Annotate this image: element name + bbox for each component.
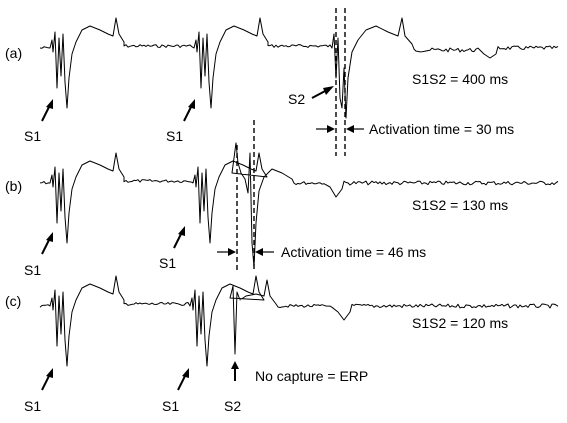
s1-label-a2: S1	[166, 128, 183, 144]
s1-label-b2: S1	[159, 255, 176, 271]
s1-arrowhead-c2	[182, 368, 189, 378]
activation-arrowhead-b-right	[255, 248, 263, 256]
trace-b	[39, 142, 559, 268]
activation-label-b: Activation time = 46 ms	[281, 244, 426, 260]
activation-arrowhead-b-left	[228, 248, 236, 256]
s1-arrowhead-b2	[178, 226, 185, 236]
s2-arrowhead-a	[323, 86, 334, 95]
s2-label-c: S2	[224, 398, 241, 414]
trace-c	[39, 275, 559, 367]
s2-label-a: S2	[288, 91, 305, 107]
panel-a: (a) S1S2 = 400 ms S1 S1 S2 Activation ti…	[5, 8, 559, 156]
s1-arrowhead-c1	[46, 368, 53, 378]
s1-label-b1: S1	[24, 262, 41, 278]
s1-label-a1: S1	[24, 128, 41, 144]
activation-arrowhead-a-left	[327, 125, 335, 133]
s1-arrowhead-a2	[188, 99, 195, 109]
panel-c: (c) S1S2 = 120 ms S1 S1 S2 No capture = …	[5, 275, 559, 414]
trace-a	[39, 17, 559, 119]
no-capture-label: No capture = ERP	[255, 368, 368, 384]
s1-label-c1: S1	[24, 398, 41, 414]
panel-label-a: (a)	[5, 45, 22, 61]
s1-label-c2: S1	[162, 398, 179, 414]
panel-label-b: (b)	[5, 178, 22, 194]
protocol-label-c: S1S2 = 120 ms	[412, 315, 508, 331]
protocol-label-a: S1S2 = 400 ms	[412, 71, 508, 87]
s1-arrowhead-a1	[46, 99, 53, 109]
panel-label-c: (c)	[5, 293, 21, 309]
panel-b: (b) S1S2 = 130 ms S1 S1 Activation time …	[5, 120, 559, 278]
activation-arrowhead-a-right	[346, 125, 354, 133]
s1-arrowhead-b1	[46, 232, 53, 242]
s2-arrowhead-c	[231, 361, 239, 369]
protocol-label-b: S1S2 = 130 ms	[412, 197, 508, 213]
activation-label-a: Activation time = 30 ms	[369, 121, 514, 137]
